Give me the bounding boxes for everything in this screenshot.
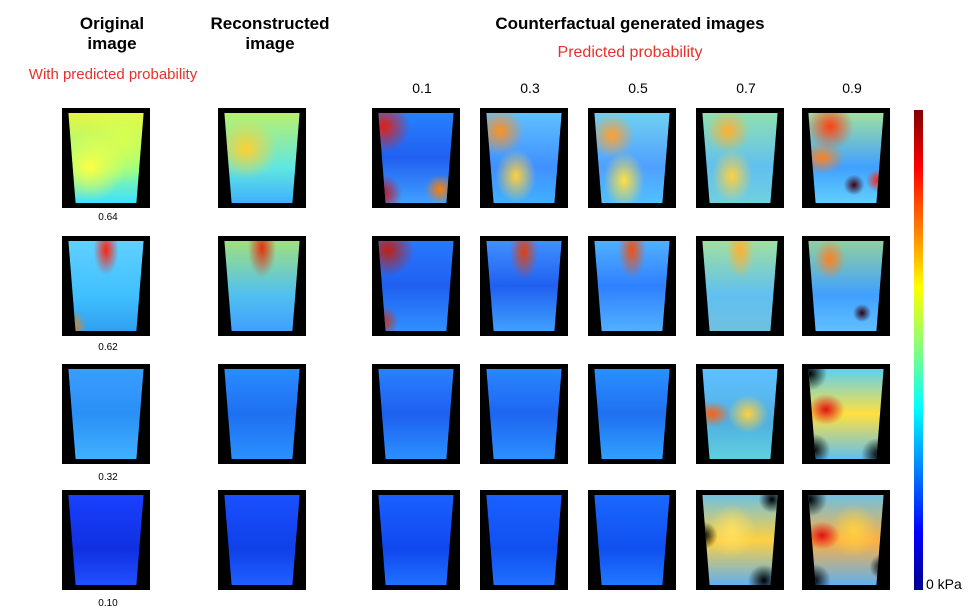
pressure-map-shape	[808, 369, 884, 459]
reconstructed-image-header: Reconstructed image	[200, 14, 340, 54]
pressure-map-shape	[224, 369, 300, 459]
original-subheader: With predicted probability	[28, 66, 198, 83]
pressure-map-row3-cf-2	[588, 490, 676, 590]
pressure-map-row2-cf-2	[588, 364, 676, 464]
pressure-map-row2-original	[62, 364, 150, 464]
pressure-map-row1-cf-1	[480, 236, 568, 336]
pressure-map-shape	[702, 113, 778, 203]
reconstructed-header-line2: image	[245, 34, 295, 53]
pressure-map-shape	[68, 495, 144, 585]
pressure-map-row2-reconstructed	[218, 364, 306, 464]
pressure-map-shape	[68, 113, 144, 203]
pressure-map-shape	[378, 113, 454, 203]
pressure-map-shape	[702, 241, 778, 331]
pressure-map-shape	[702, 495, 778, 585]
pressure-map-shape	[378, 495, 454, 585]
original-header-line2: image	[87, 34, 137, 53]
pressure-map-row1-reconstructed	[218, 236, 306, 336]
prob-label-2: 0.5	[628, 80, 648, 96]
pressure-map-shape	[808, 241, 884, 331]
pressure-map-row2-cf-1	[480, 364, 568, 464]
pressure-map-row1-cf-3	[696, 236, 784, 336]
pressure-map-shape	[808, 113, 884, 203]
prob-label-3: 0.7	[736, 80, 756, 96]
pressure-map-shape	[594, 495, 670, 585]
pressure-map-row1-original	[62, 236, 150, 336]
pressure-map-shape	[486, 241, 562, 331]
pressure-map-row1-cf-4	[802, 236, 890, 336]
counterfactual-header: Counterfactual generated images	[495, 14, 765, 33]
pressure-map-shape	[486, 369, 562, 459]
pressure-map-shape	[594, 241, 670, 331]
pressure-map-shape	[224, 495, 300, 585]
pressure-map-shape	[594, 113, 670, 203]
pressure-map-row2-cf-0	[372, 364, 460, 464]
pressure-map-row0-cf-4	[802, 108, 890, 208]
pressure-map-row3-cf-4	[802, 490, 890, 590]
pressure-map-shape	[224, 113, 300, 203]
pressure-map-row0-reconstructed	[218, 108, 306, 208]
pressure-map-shape	[68, 369, 144, 459]
pressure-map-row0-cf-1	[480, 108, 568, 208]
original-prob-row-3: 0.10	[98, 598, 118, 609]
prob-label-1: 0.3	[520, 80, 540, 96]
pressure-map-shape	[594, 369, 670, 459]
pressure-map-row3-cf-3	[696, 490, 784, 590]
pressure-map-row3-cf-1	[480, 490, 568, 590]
pressure-map-row2-cf-4	[802, 364, 890, 464]
original-header-line1: Original	[79, 14, 145, 33]
prob-label-0: 0.1	[412, 80, 432, 96]
pressure-map-row3-reconstructed	[218, 490, 306, 590]
original-image-header: Original image	[62, 14, 162, 54]
pressure-map-shape	[486, 495, 562, 585]
pressure-map-row0-cf-0	[372, 108, 460, 208]
pressure-map-shape	[224, 241, 300, 331]
pressure-map-shape	[808, 495, 884, 585]
prob-label-4: 0.9	[842, 80, 862, 96]
counterfactual-subheader: Predicted probability	[557, 44, 703, 61]
pressure-map-row3-cf-0	[372, 490, 460, 590]
colorbar-unit-label: 0 kPa	[926, 576, 962, 592]
original-prob-row-2: 0.32	[98, 472, 118, 483]
pressure-map-row0-original	[62, 108, 150, 208]
colorbar	[914, 110, 923, 590]
pressure-map-shape	[68, 241, 144, 331]
pressure-map-shape	[702, 369, 778, 459]
pressure-map-row1-cf-0	[372, 236, 460, 336]
pressure-map-shape	[378, 369, 454, 459]
pressure-map-shape	[486, 113, 562, 203]
pressure-map-row0-cf-2	[588, 108, 676, 208]
pressure-map-row1-cf-2	[588, 236, 676, 336]
pressure-map-row0-cf-3	[696, 108, 784, 208]
pressure-map-row2-cf-3	[696, 364, 784, 464]
original-prob-row-1: 0.62	[98, 342, 118, 353]
pressure-map-row3-original	[62, 490, 150, 590]
reconstructed-header-line1: Reconstructed	[210, 14, 330, 33]
pressure-map-shape	[378, 241, 454, 331]
original-prob-row-0: 0.64	[98, 212, 118, 223]
